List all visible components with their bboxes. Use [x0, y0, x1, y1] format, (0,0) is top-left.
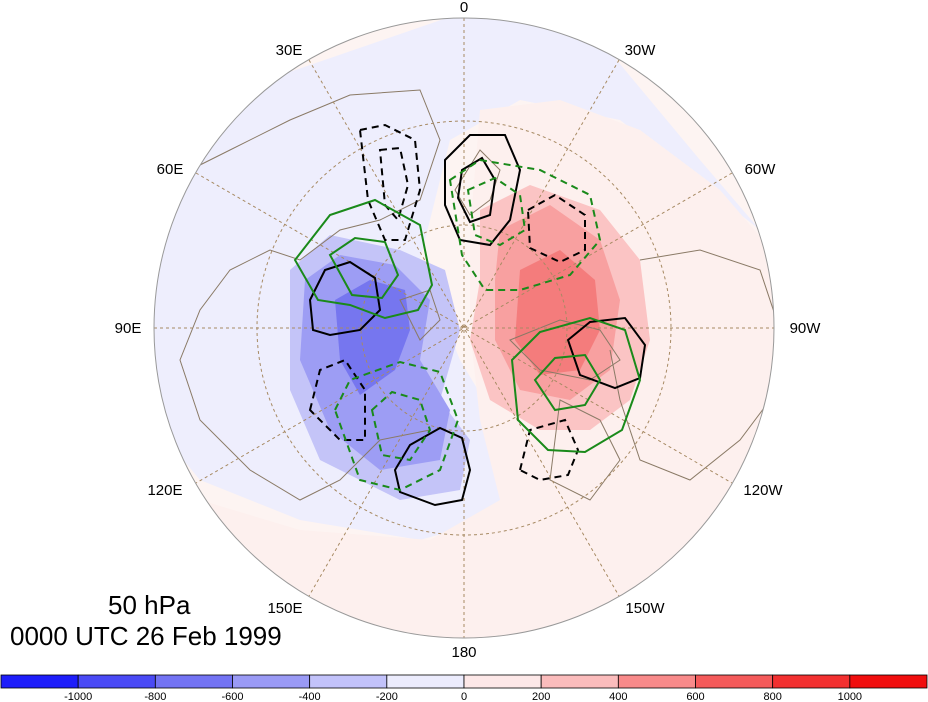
colorbar-label: 0	[461, 691, 467, 702]
contours-green	[293, 158, 642, 492]
colorbar-box	[77, 674, 156, 689]
polar-map: 0 30W 60W 90W 120W 150W 180 150E 120E 90…	[115, 0, 822, 661]
longitude-labels: 0 30W 60W 90W 120W 150W 180 150E 120E 90…	[115, 0, 822, 661]
colorbar-box	[154, 674, 233, 689]
lon-label-30e: 30E	[276, 42, 303, 59]
colorbar-box	[309, 674, 388, 689]
colorbar-label: -1000	[64, 691, 92, 702]
colorbar-label: -800	[144, 691, 166, 702]
lon-label-0: 0	[460, 0, 468, 16]
lon-label-120e: 120E	[147, 482, 182, 499]
shade-negative-600	[335, 280, 410, 395]
lon-label-150e: 150E	[267, 600, 302, 617]
colorbar-box	[849, 674, 928, 689]
coastlines	[169, 89, 774, 501]
contours-black	[308, 123, 647, 507]
colorbar-label: 800	[763, 691, 781, 702]
lon-label-30w: 30W	[625, 42, 657, 59]
colorbar-box	[617, 674, 696, 689]
lon-label-150w: 150W	[625, 600, 665, 617]
colorbar-label: 200	[532, 691, 550, 702]
colorbar: -1000 -800 -600 -400 -200 0 200 400 600 800 1000	[0, 674, 928, 702]
graticule	[154, 18, 774, 638]
colorbar-boxes	[0, 674, 928, 689]
lon-label-60w: 60W	[745, 161, 777, 178]
lon-label-180: 180	[451, 644, 476, 661]
colorbar-labels: -1000 -800 -600 -400 -200 0 200 400 600 800 1000	[64, 691, 862, 702]
colorbar-box	[540, 674, 619, 689]
title-level: 50 hPa	[108, 590, 191, 620]
colorbar-box	[772, 674, 851, 689]
lon-label-60e: 60E	[157, 161, 184, 178]
colorbar-label: 400	[609, 691, 627, 702]
colorbar-box	[0, 674, 79, 689]
colorbar-box	[386, 674, 465, 689]
colorbar-label: -400	[299, 691, 321, 702]
colorbar-box	[695, 674, 774, 689]
colorbar-label: -600	[221, 691, 243, 702]
lon-label-90w: 90W	[790, 320, 822, 337]
lon-label-120w: 120W	[743, 482, 783, 499]
lon-label-90e: 90E	[115, 320, 142, 337]
colorbar-label: 600	[686, 691, 704, 702]
colorbar-label: 1000	[838, 691, 862, 702]
title-time: 0000 UTC 26 Feb 1999	[10, 621, 282, 651]
colorbar-label: -200	[376, 691, 398, 702]
colorbar-box	[232, 674, 311, 689]
colorbar-box	[463, 674, 542, 689]
map-border	[153, 17, 775, 639]
shade-positive-600	[515, 250, 600, 375]
